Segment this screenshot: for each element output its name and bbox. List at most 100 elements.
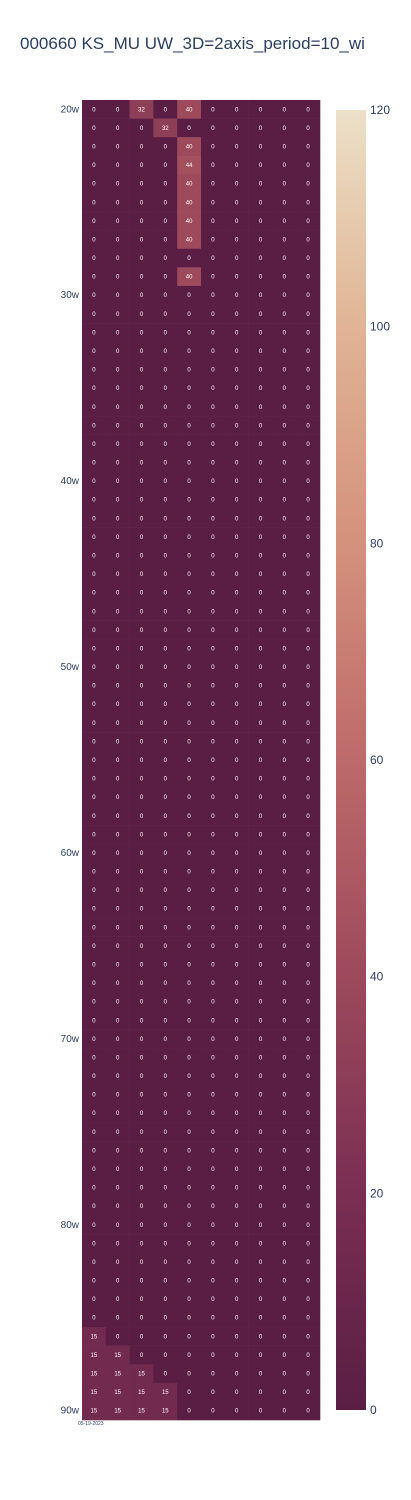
- heatmap-cell-label: 0: [187, 1018, 191, 1024]
- heatmap-cell: [105, 1252, 130, 1272]
- heatmap-cell: [272, 323, 297, 342]
- heatmap-cell-label: 0: [235, 1093, 239, 1099]
- heatmap-cell: [248, 1085, 273, 1105]
- heatmap-cell: [248, 973, 273, 993]
- heatmap-cell-label: 0: [116, 293, 120, 299]
- y-axis-labels: 20w 30w 40w 50w 60w 70w 80w 90w: [61, 104, 80, 1416]
- heatmap-cell: [129, 583, 154, 603]
- heatmap-cell: [248, 1327, 273, 1346]
- heatmap-cell: [129, 1085, 154, 1105]
- heatmap-cell-label: 0: [306, 1018, 310, 1024]
- heatmap-cell-label: 0: [306, 405, 310, 411]
- heatmap-cell: [272, 434, 297, 454]
- heatmap-cell-label: 0: [164, 888, 168, 894]
- heatmap-cell: [82, 397, 107, 417]
- heatmap-cell-label: 0: [140, 851, 144, 857]
- heatmap-cell: [272, 862, 297, 882]
- heatmap-cell: [224, 1029, 249, 1049]
- heatmap-cell-label: 0: [140, 814, 144, 820]
- heatmap-cell: [177, 918, 202, 937]
- heatmap-cell: [248, 1010, 273, 1030]
- heatmap-cell-label: 0: [92, 1167, 96, 1173]
- heatmap-cell: [272, 1252, 297, 1272]
- heatmap-cell-label: 0: [116, 1279, 120, 1285]
- heatmap-cell-label: 0: [259, 609, 263, 615]
- heatmap-cell: [105, 955, 130, 975]
- heatmap-cell: [105, 416, 130, 435]
- heatmap-cell: [153, 509, 178, 528]
- heatmap-cell-label: 0: [235, 405, 239, 411]
- heatmap-cell-label: 0: [140, 312, 144, 318]
- heatmap-cell-label: 0: [283, 591, 287, 597]
- heatmap-cell-label: 0: [235, 1353, 239, 1359]
- heatmap-cell: [153, 564, 178, 584]
- heatmap-cell-label: 0: [259, 405, 263, 411]
- heatmap-cell-label: 0: [235, 646, 239, 652]
- heatmap-cell-label: 0: [235, 684, 239, 690]
- heatmap-cell: [177, 453, 202, 473]
- heatmap-cell-label: 0: [116, 237, 120, 243]
- heatmap-cell: [224, 1271, 249, 1291]
- heatmap-cell: [201, 100, 226, 119]
- heatmap-cell: [177, 1085, 202, 1105]
- heatmap-cell: [248, 527, 273, 547]
- heatmap-cell-label: 0: [306, 126, 310, 132]
- heatmap-cell: [201, 490, 226, 510]
- heatmap-cell-label: 0: [92, 516, 96, 522]
- heatmap-cell: [82, 490, 107, 510]
- heatmap-cell-label: 0: [187, 405, 191, 411]
- heatmap-cell: [248, 1159, 273, 1179]
- heatmap-cell: [296, 1103, 321, 1123]
- heatmap-cell: [105, 155, 130, 175]
- heatmap-cell-label: 0: [211, 665, 215, 671]
- heatmap-cell: [248, 453, 273, 473]
- heatmap-cell: [201, 601, 226, 621]
- heatmap-cell-label: 0: [259, 237, 263, 243]
- heatmap-cell: [224, 973, 249, 993]
- heatmap-cell-label: 0: [164, 758, 168, 764]
- heatmap-cell-label: 0: [211, 1204, 215, 1210]
- heatmap-cell: [153, 490, 178, 510]
- heatmap-cell-label: 0: [259, 1055, 263, 1061]
- heatmap-cell-label: 0: [259, 461, 263, 467]
- heatmap-cell: [201, 843, 226, 863]
- heatmap-cell-label: 0: [211, 1409, 215, 1415]
- heatmap-cell-label: 0: [306, 535, 310, 541]
- heatmap-cell: [296, 285, 321, 305]
- heatmap-cell-label: 0: [306, 1111, 310, 1117]
- heatmap-cell-label: 0: [211, 219, 215, 225]
- heatmap-cell-label: 0: [235, 1223, 239, 1229]
- heatmap-cell-label: 0: [140, 646, 144, 652]
- heatmap-cell: [82, 118, 107, 138]
- heatmap-cell: [272, 694, 297, 714]
- heatmap-cell-label: 0: [211, 144, 215, 150]
- heatmap-cell: [296, 825, 321, 844]
- heatmap-cell-label: 0: [164, 479, 168, 485]
- heatmap-cell-label: 0: [164, 646, 168, 652]
- heatmap-cell-label: 0: [116, 553, 120, 559]
- heatmap-cell-label: 0: [140, 981, 144, 987]
- heatmap-cell: [82, 137, 107, 157]
- heatmap-cell-label: 0: [92, 1111, 96, 1117]
- heatmap-cell: [82, 862, 107, 882]
- heatmap-cell: [153, 434, 178, 454]
- heatmap-cell-label: 0: [211, 386, 215, 392]
- heatmap-cell-label: 0: [235, 1390, 239, 1396]
- heatmap-cell-label: 0: [283, 758, 287, 764]
- heatmap-cell: [296, 490, 321, 510]
- heatmap-cell-label: 0: [259, 535, 263, 541]
- heatmap-cell: [129, 1234, 154, 1253]
- heatmap-cell: [272, 1271, 297, 1291]
- heatmap-cell: [296, 732, 321, 752]
- heatmap-cell: [129, 564, 154, 584]
- heatmap-cell-label: 0: [92, 739, 96, 745]
- heatmap-cell: [82, 973, 107, 993]
- heatmap-cell: [201, 1345, 226, 1365]
- y-tick-label: 70w: [61, 1034, 80, 1045]
- colorbar-tick-label: 60: [370, 753, 384, 767]
- heatmap-cell-label: 0: [92, 1204, 96, 1210]
- heatmap-cell: [177, 583, 202, 603]
- heatmap-cell: [201, 769, 226, 789]
- heatmap-cell-label: 0: [283, 237, 287, 243]
- heatmap-cell-label: 0: [140, 386, 144, 392]
